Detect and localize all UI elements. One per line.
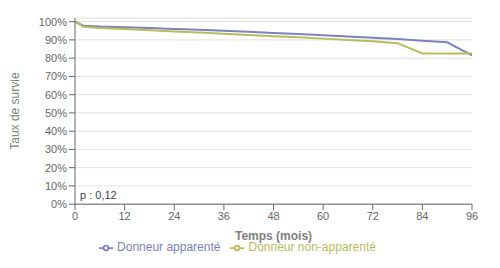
svg-text:50%: 50% xyxy=(45,107,67,119)
svg-text:Temps (mois): Temps (mois) xyxy=(235,229,312,243)
html-text:Donneur non-apparenté: Donneur non-apparenté xyxy=(248,240,376,255)
svg-text:40%: 40% xyxy=(45,125,67,137)
svg-text:0%: 0% xyxy=(51,198,67,210)
svg-text:80%: 80% xyxy=(45,52,67,64)
svg-text:36: 36 xyxy=(218,210,230,222)
svg-text:90%: 90% xyxy=(45,34,67,46)
svg-text:48: 48 xyxy=(267,210,279,222)
svg-text:10%: 10% xyxy=(45,180,67,192)
svg-text:p : 0,12: p : 0,12 xyxy=(80,189,117,201)
svg-text:84: 84 xyxy=(416,210,428,222)
svg-text:20%: 20% xyxy=(45,162,67,174)
svg-text:12: 12 xyxy=(119,210,131,222)
svg-text:0: 0 xyxy=(72,210,78,222)
svg-text:60%: 60% xyxy=(45,89,67,101)
svg-text:100%: 100% xyxy=(39,16,67,28)
svg-text:70%: 70% xyxy=(45,70,67,82)
svg-text:30%: 30% xyxy=(45,143,67,155)
svg-text:72: 72 xyxy=(367,210,379,222)
svg-text:96: 96 xyxy=(466,210,478,222)
svg-text:60: 60 xyxy=(317,210,329,222)
svg-text:24: 24 xyxy=(168,210,180,222)
html-text:Donneur apparenté: Donneur apparenté xyxy=(117,240,221,255)
svg-text:Taux de survie: Taux de survie xyxy=(8,72,22,150)
